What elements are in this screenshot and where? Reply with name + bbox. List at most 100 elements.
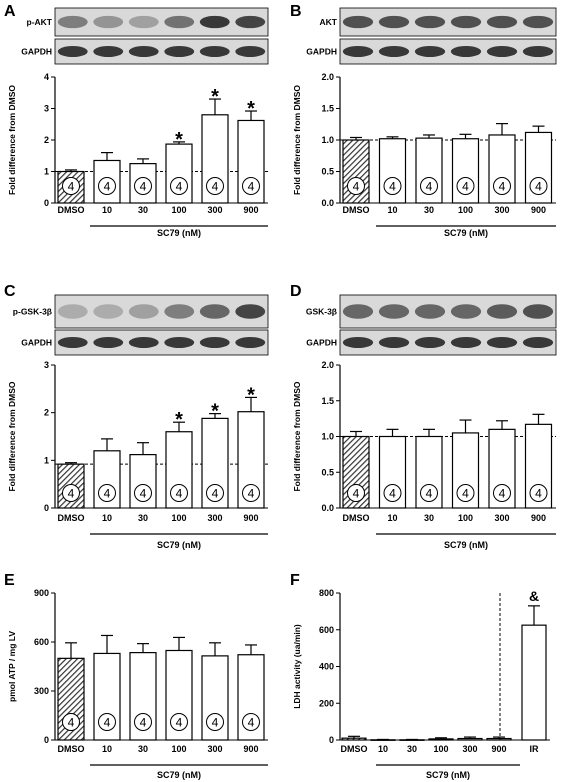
n-label-1-4: 4: [499, 180, 506, 194]
x-tick-label-0-5: 900: [243, 205, 258, 215]
x-tick-label-1-0: DMSO: [343, 205, 370, 215]
n-circle-0-5: [242, 177, 260, 195]
n-label-3-0: 4: [353, 487, 360, 501]
n-label-4-5: 4: [248, 716, 255, 730]
panel-C: Cp-GSK-3β GAPDH 0 1 2 3 Fold difference from D…: [4, 283, 269, 550]
x-tick-label-3-3: 100: [458, 513, 473, 523]
panel-E: E 0 300 600 900 pmol ATP / mg LV 4 DMSO 4 10 4 30 4 1…: [4, 572, 268, 780]
n-label-4-2: 4: [140, 716, 147, 730]
x-tick-label-0-4: 300: [207, 205, 222, 215]
x-tick-label-5-6: IR: [530, 744, 540, 754]
y-tick-label-4-2: 600: [34, 637, 49, 647]
blot-band-2-0-3: [164, 304, 195, 319]
y-tick-label-0-3: 3: [44, 104, 49, 114]
panel-F: F 0 200 400 600 800 LDH activity (ua/min) DMSO 1…: [290, 572, 550, 780]
y-tick-label-1-4: 2.0: [321, 72, 334, 82]
bar-5-6: [521, 624, 547, 741]
n-label-3-2: 4: [426, 487, 433, 501]
x-tick-label-3-5: 900: [531, 513, 546, 523]
n-circle-3-4: [493, 484, 511, 502]
n-circle-3-1: [383, 484, 402, 502]
y-tick-label-3-4: 2.0: [321, 360, 334, 370]
n-circle-3-3: [456, 484, 475, 502]
blot-2-row-1: [54, 329, 269, 356]
x-tick-label-2-2: 30: [138, 513, 148, 523]
blot-band-1-0-2: [414, 15, 446, 29]
n-circle-4-1: [98, 713, 116, 731]
bar-4-0: [57, 657, 85, 741]
x-tick-label-5-2: 30: [407, 744, 417, 754]
y-tick-label-5-2: 400: [319, 662, 334, 672]
n-label-0-3: 4: [176, 180, 183, 194]
x-tick-label-4-4: 300: [207, 744, 222, 754]
blot-label-0-1: GAPDH: [21, 47, 52, 57]
panel-B: B AKT GAPDH 0.0 0.5 1.0 1.5 2.0 Fold difference …: [290, 3, 557, 238]
x-tick-label-5-0: DMSO: [341, 744, 368, 754]
group-label-2: SC79 (nM): [157, 540, 201, 550]
y-axis-label-1: Fold difference from DMSO: [292, 85, 302, 195]
x-tick-label-2-5: 900: [243, 513, 258, 523]
x-tick-label-1-1: 10: [387, 205, 397, 215]
blot-band-1-1-2: [414, 46, 446, 57]
blot-band-3-1-3: [450, 337, 482, 348]
significance-2-3: *: [175, 409, 183, 431]
x-tick-label-4-3: 100: [171, 744, 186, 754]
panel-label-C: C: [4, 283, 16, 300]
significance-0-5: *: [247, 98, 255, 120]
n-circle-3-2: [420, 484, 438, 502]
x-tick-label-5-1: 10: [378, 744, 388, 754]
blot-band-2-1-4: [199, 337, 230, 348]
y-axis-label-4: pmol ATP / mg LV: [7, 631, 17, 702]
n-label-3-4: 4: [499, 487, 506, 501]
y-tick-label-2-3: 3: [44, 360, 49, 370]
n-label-1-0: 4: [353, 180, 360, 194]
blot-band-1-0-3: [450, 15, 482, 29]
blot-band-2-1-5: [235, 337, 266, 348]
n-circle-1-0: [347, 177, 365, 195]
n-label-3-5: 4: [535, 487, 542, 501]
y-tick-label-2-0: 0: [44, 503, 49, 513]
blot-band-3-0-2: [414, 304, 446, 319]
blot-band-1-1-0: [342, 46, 374, 57]
x-tick-label-3-1: 10: [387, 513, 397, 523]
significance-5-6: &: [529, 588, 539, 604]
x-tick-label-4-1: 10: [102, 744, 112, 754]
n-circle-2-1: [98, 484, 116, 502]
x-tick-label-1-5: 900: [531, 205, 546, 215]
blot-band-2-1-0: [57, 337, 88, 348]
n-label-0-0: 4: [68, 180, 75, 194]
x-tick-label-2-1: 10: [102, 513, 112, 523]
panel-label-A: A: [4, 3, 16, 20]
y-tick-label-5-1: 200: [319, 698, 334, 708]
n-label-4-4: 4: [212, 716, 219, 730]
n-label-4-3: 4: [176, 716, 183, 730]
blot-band-3-0-5: [522, 304, 554, 319]
n-circle-2-5: [242, 484, 260, 502]
blot-band-2-1-1: [93, 337, 124, 348]
blot-label-1-1: GAPDH: [306, 47, 337, 57]
n-label-0-5: 4: [248, 180, 255, 194]
n-circle-0-3: [170, 177, 188, 195]
n-label-0-4: 4: [212, 180, 219, 194]
x-tick-label-4-5: 900: [243, 744, 258, 754]
n-circle-0-1: [98, 177, 116, 195]
blot-band-3-1-2: [414, 337, 446, 348]
blot-band-0-1-2: [128, 46, 159, 57]
blot-band-1-1-3: [450, 46, 482, 57]
blot-0-row-1: [54, 38, 269, 65]
n-circle-0-2: [134, 177, 152, 195]
panel-label-B: B: [290, 3, 302, 20]
blot-band-3-1-1: [378, 337, 410, 348]
n-circle-2-2: [134, 484, 152, 502]
n-label-1-1: 4: [389, 180, 396, 194]
y-axis-label-3: Fold difference from DMSO: [292, 381, 302, 491]
x-tick-label-4-0: DMSO: [58, 744, 85, 754]
n-circle-2-3: [170, 484, 188, 502]
n-circle-3-5: [529, 484, 548, 502]
blot-band-1-1-5: [522, 46, 554, 57]
n-label-4-0: 4: [68, 716, 75, 730]
x-tick-label-0-0: DMSO: [58, 205, 85, 215]
n-circle-1-4: [493, 177, 511, 195]
n-circle-1-3: [456, 177, 475, 195]
